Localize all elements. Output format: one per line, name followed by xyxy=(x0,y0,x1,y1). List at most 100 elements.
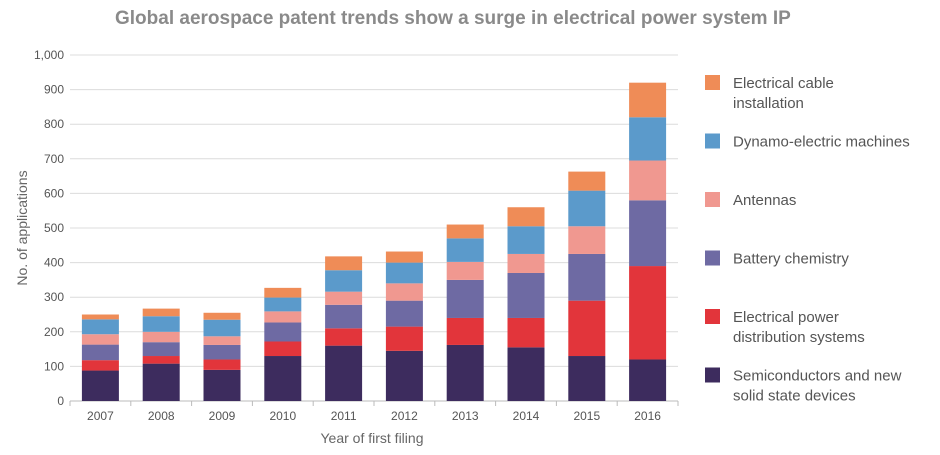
bar-segment xyxy=(568,190,606,227)
bar-segment xyxy=(507,207,545,227)
bar-segment xyxy=(203,344,241,360)
legend: Electrical cable installation Dynamo-elect… xyxy=(705,75,910,405)
bar-segment xyxy=(264,356,302,401)
bar-segment xyxy=(568,171,606,191)
bar-segment xyxy=(81,370,119,401)
bar-segment xyxy=(568,356,606,401)
bar-segment xyxy=(81,344,119,361)
y-axis-ticks: 0 100 200 300 400 500 600 700 800 900 1,000 xyxy=(34,48,64,408)
bar-segment xyxy=(325,328,363,346)
bar-segment xyxy=(385,262,423,284)
bar-segment xyxy=(264,297,302,312)
bar-segment xyxy=(203,336,241,345)
legend-swatch xyxy=(705,309,720,324)
x-tick-label: 2016 xyxy=(634,409,661,423)
y-tick-label: 100 xyxy=(44,359,64,373)
bar-segment xyxy=(81,319,119,335)
bar-segment xyxy=(507,272,545,318)
chart-title: Global aerospace patent trends show a su… xyxy=(115,8,791,29)
x-axis-label: Year of first filing xyxy=(321,430,424,446)
x-tick-label: 2009 xyxy=(209,409,236,423)
legend-swatch xyxy=(705,133,720,149)
bar-segment xyxy=(203,369,241,401)
bar-segment xyxy=(446,238,484,262)
bar-segment xyxy=(264,322,302,342)
bar-segment xyxy=(81,314,119,320)
bar-segment xyxy=(446,317,484,345)
bar-segment xyxy=(629,200,667,267)
bar-segment xyxy=(507,317,545,348)
bar-segment xyxy=(203,359,241,370)
bar-segment xyxy=(142,342,180,357)
bar-segment xyxy=(142,363,180,401)
bar-segment xyxy=(568,253,606,301)
bar-segment xyxy=(446,344,484,401)
bar-segment xyxy=(325,304,363,329)
bar-segment xyxy=(446,261,484,280)
y-tick-label: 500 xyxy=(44,221,64,235)
bar-segment xyxy=(264,311,302,323)
bar-segment xyxy=(142,356,180,364)
y-tick-label: 600 xyxy=(44,186,64,200)
bar-segment xyxy=(629,160,667,201)
legend-swatch xyxy=(705,192,720,207)
y-axis-label: No. of applications xyxy=(14,170,30,285)
bar-segment xyxy=(385,326,423,351)
bar-segment xyxy=(568,226,606,254)
bar-segment xyxy=(385,300,423,327)
bar-segment xyxy=(142,316,180,332)
bar-segment xyxy=(325,256,363,271)
bar-segment xyxy=(446,279,484,318)
legend-label: Semiconductors and new solid state device… xyxy=(733,368,902,405)
x-tick-label: 2011 xyxy=(331,409,357,423)
bar-segment xyxy=(142,331,180,343)
bar-segment xyxy=(507,347,545,401)
x-tick-label: 2010 xyxy=(269,409,296,423)
legend-swatch xyxy=(705,250,720,266)
bar-segment xyxy=(507,253,545,273)
x-tick-label: 2013 xyxy=(452,409,479,423)
y-tick-label: 800 xyxy=(44,117,64,131)
bar-segment xyxy=(568,300,606,357)
bar-segment xyxy=(81,334,119,345)
bar-segment xyxy=(629,82,667,118)
bar-segment xyxy=(385,350,423,401)
bar-segment xyxy=(142,308,180,317)
y-tick-label: 1,000 xyxy=(34,48,64,62)
y-tick-label: 400 xyxy=(44,256,64,270)
x-tick-label: 2014 xyxy=(513,409,540,423)
y-tick-label: 300 xyxy=(44,290,64,304)
bar-segment xyxy=(325,291,363,305)
legend-swatch xyxy=(705,75,720,90)
legend-label: Electrical power distribution systems xyxy=(733,309,865,346)
x-axis-ticks: 2007 2008 2009 2010 2011 2012 2013 2014 2015 2016 xyxy=(69,401,679,423)
x-tick-label: 2007 xyxy=(87,409,114,423)
legend-label: Antennas xyxy=(733,192,796,209)
y-tick-label: 900 xyxy=(44,83,64,97)
bars xyxy=(81,82,667,401)
bar-segment xyxy=(629,359,667,401)
bar-segment xyxy=(81,360,119,371)
y-tick-label: 200 xyxy=(44,325,64,339)
legend-label: Electrical cable installation xyxy=(733,75,834,112)
x-tick-label: 2012 xyxy=(391,409,418,423)
x-tick-label: 2008 xyxy=(148,409,175,423)
bar-segment xyxy=(507,226,545,254)
bar-segment xyxy=(629,117,667,161)
bar-segment xyxy=(264,341,302,357)
y-tick-label: 700 xyxy=(44,152,64,166)
legend-label: Dynamo-electric machines xyxy=(733,134,910,151)
x-tick-label: 2015 xyxy=(573,409,600,423)
bar-segment xyxy=(203,312,241,320)
bar-segment xyxy=(629,266,667,360)
bar-segment xyxy=(264,287,302,298)
legend-label: Battery chemistry xyxy=(733,251,849,268)
legend-swatch xyxy=(705,367,720,383)
bar-segment xyxy=(446,224,484,239)
bar-segment xyxy=(325,345,363,401)
bar-segment xyxy=(385,251,423,263)
bar-segment xyxy=(203,319,241,337)
bar-segment xyxy=(385,283,423,301)
y-tick-label: 0 xyxy=(57,394,64,408)
